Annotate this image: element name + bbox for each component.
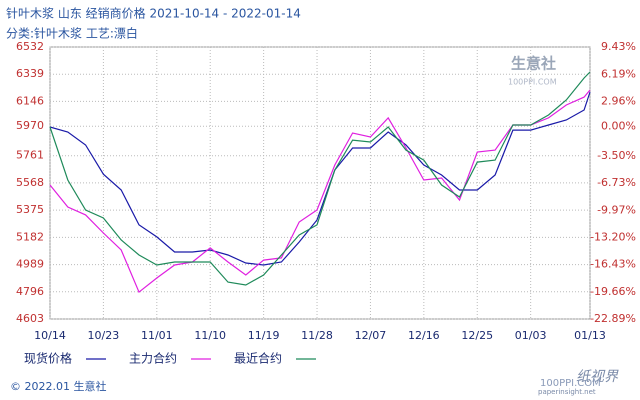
x-tick-label: 12/07 — [355, 329, 387, 342]
y2-tick-label: -13.20% — [590, 230, 636, 243]
x-tick-label: 11/10 — [194, 329, 226, 342]
x-tick-label: 12/16 — [408, 329, 440, 342]
y-tick-label: 5182 — [16, 230, 44, 243]
legend-label: 现货价格 — [24, 351, 72, 366]
y2-tick-label: -22.89% — [590, 312, 636, 325]
watermark: 100PPI.COM — [508, 78, 557, 87]
x-tick-label: 11/01 — [141, 329, 173, 342]
y2-tick-label: 0.00% — [601, 119, 636, 132]
legend-label: 最近合约 — [234, 351, 282, 366]
y2-tick-label: 6.19% — [601, 67, 636, 80]
x-tick-label: 11/19 — [248, 329, 280, 342]
y-tick-label: 4989 — [16, 258, 44, 271]
footer: © 2022.01 生意社 — [10, 379, 106, 393]
y2-tick-label: -16.43% — [590, 258, 636, 271]
chart-title: 针叶木浆 山东 经销商价格 2021-10-14 - 2022-01-14 — [6, 6, 301, 21]
y2-tick-label: 2.96% — [601, 94, 636, 107]
x-tick-label: 12/25 — [461, 329, 493, 342]
x-tick-label: 01/13 — [574, 329, 606, 342]
series-line — [49, 91, 591, 266]
y2-tick-label: -6.73% — [597, 176, 636, 189]
y2-tick-label: -9.97% — [597, 203, 636, 216]
y-tick-label: 6532 — [16, 40, 44, 53]
y-tick-label: 5970 — [16, 119, 44, 132]
x-tick-label: 10/23 — [88, 329, 120, 342]
y-tick-label: 4796 — [16, 285, 44, 298]
y-tick-label: 6339 — [16, 67, 44, 80]
watermark: 100PPI.COM — [540, 378, 601, 389]
series-line — [49, 71, 591, 286]
y-tick-label: 6146 — [16, 94, 44, 107]
x-tick-label: 11/28 — [301, 329, 333, 342]
y2-tick-label: -19.66% — [590, 285, 636, 298]
watermark: 纸视界 — [576, 369, 619, 385]
legend-label: 主力合约 — [129, 351, 177, 366]
y-tick-label: 5761 — [16, 149, 44, 162]
x-tick-label: 01/03 — [515, 329, 547, 342]
chart-subtitle: 分类:针叶木浆 工艺:漂白 — [6, 26, 138, 41]
y-tick-label: 5375 — [16, 203, 44, 216]
watermark: 生意社 — [511, 55, 556, 73]
y2-tick-label: -3.50% — [597, 149, 636, 162]
y-tick-label: 4603 — [16, 312, 44, 325]
x-tick-label: 10/14 — [34, 329, 66, 342]
y2-tick-label: 9.43% — [601, 40, 636, 53]
watermark: paperinsight.net — [538, 388, 596, 396]
y-tick-label: 5568 — [16, 176, 44, 189]
series-line — [49, 89, 591, 294]
